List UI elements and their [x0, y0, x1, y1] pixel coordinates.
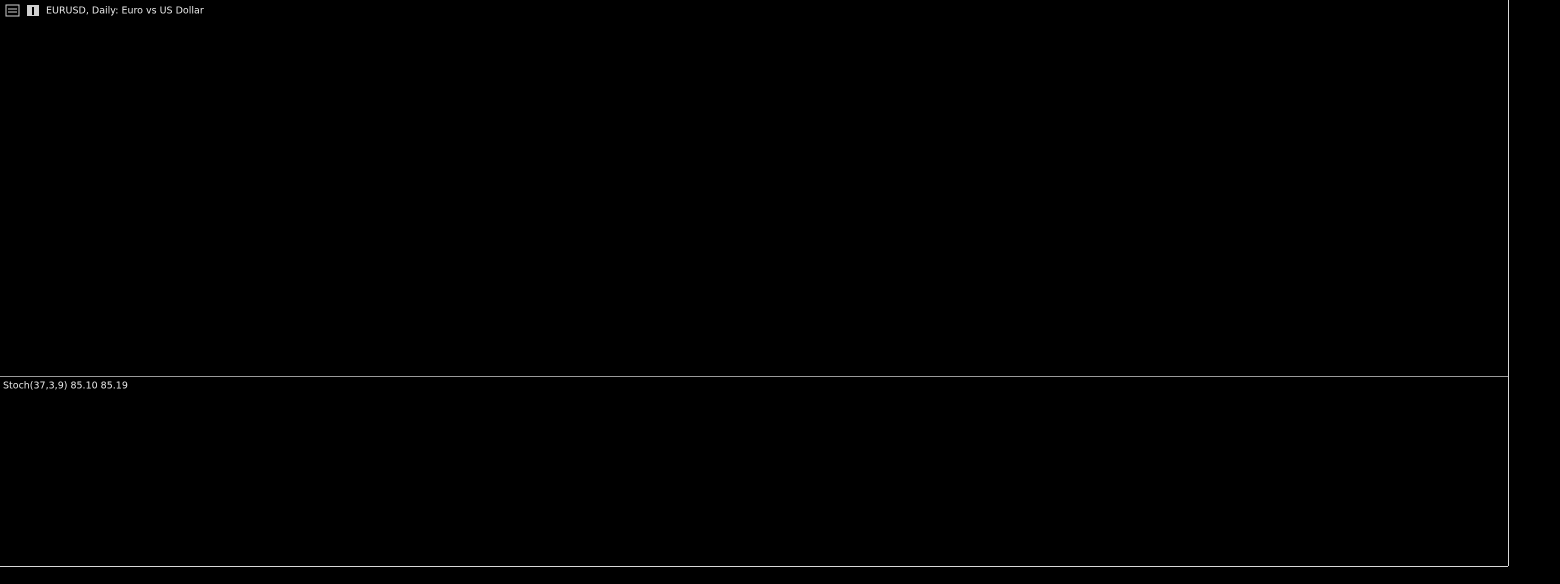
title-icons: [5, 4, 39, 17]
chart-title: EURUSD, Daily: Euro vs US Dollar: [46, 6, 204, 17]
icon: [5, 4, 20, 17]
indicator-title: Stoch(37,3,9) 85.10 85.19: [3, 381, 128, 392]
